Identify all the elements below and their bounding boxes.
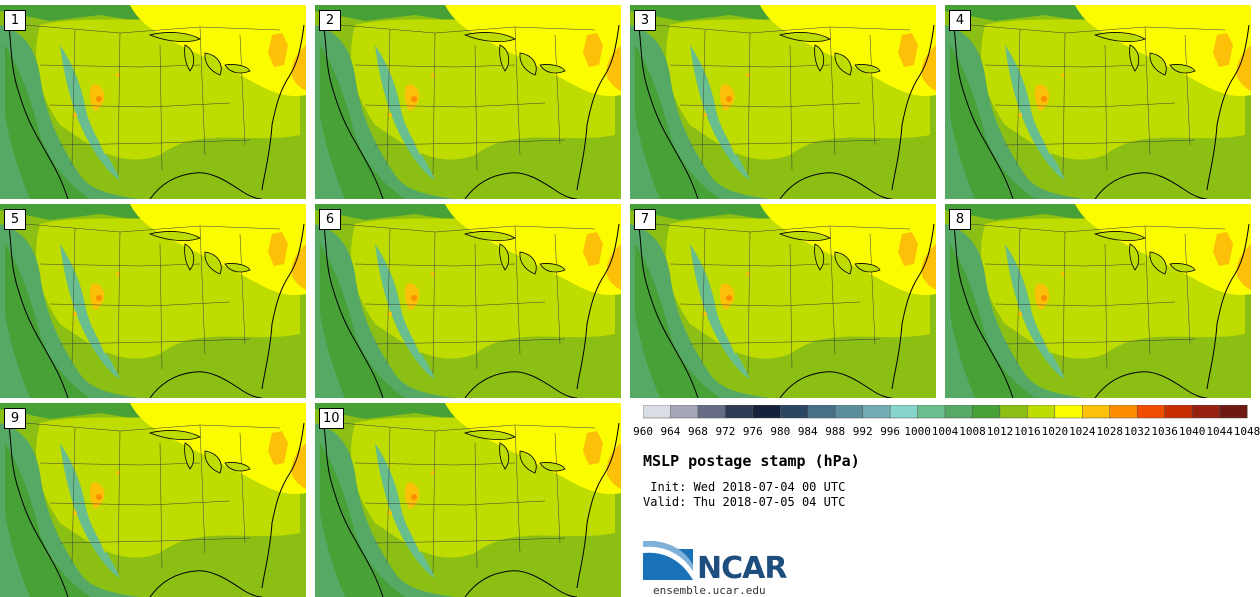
colorbar-segment — [944, 405, 973, 419]
colorbar-tick-label: 1036 — [1151, 425, 1178, 438]
conus-map-icon — [630, 5, 936, 199]
colorbar-tick-label: 1016 — [1014, 425, 1041, 438]
conus-map-icon — [0, 204, 306, 398]
colorbar-tick-label: 976 — [742, 425, 763, 438]
member-panel-9: 9 — [0, 403, 306, 597]
conus-map-icon — [315, 5, 621, 199]
conus-map-icon — [315, 204, 621, 398]
colorbar-segment — [917, 405, 946, 419]
colorbar-segment — [862, 405, 891, 419]
colorbar-tick-label: 984 — [797, 425, 818, 438]
conus-map-icon — [0, 403, 306, 597]
member-label: 6 — [319, 209, 341, 230]
colorbar-tick-label: 996 — [880, 425, 901, 438]
colorbar-tick-label: 1004 — [931, 425, 959, 438]
colorbar-segment — [697, 405, 726, 419]
colorbar-tick-label: 1012 — [986, 425, 1014, 438]
ncar-logo-text: NCAR — [697, 551, 787, 586]
colorbar-tick-label: 960 — [633, 425, 653, 438]
conus-map-icon — [315, 403, 621, 597]
valid-time: Valid: Thu 2018-07-05 04 UTC — [643, 495, 846, 509]
colorbar-segment — [643, 405, 671, 419]
website-link[interactable]: ensemble.ucar.edu — [653, 584, 766, 597]
colorbar-segment — [1082, 405, 1111, 419]
init-time: Init: Wed 2018-07-04 00 UTC — [643, 480, 846, 494]
colorbar-segment — [725, 405, 754, 419]
colorbar-segment — [1136, 405, 1166, 419]
member-label: 4 — [949, 10, 971, 31]
member-label: 2 — [319, 10, 341, 31]
ncar-logo-icon — [643, 541, 693, 580]
colorbar-tick-label: 1048 — [1233, 425, 1260, 438]
member-label: 3 — [634, 10, 656, 31]
colorbar-tick-label: 980 — [770, 425, 791, 438]
colorbar-segment — [1054, 405, 1083, 419]
member-label: 9 — [4, 408, 26, 429]
member-label: 7 — [634, 209, 656, 230]
conus-map-icon — [0, 5, 306, 199]
colorbar-segment — [780, 405, 809, 419]
colorbar-segment — [1164, 405, 1193, 419]
page-title: MSLP postage stamp (hPa) — [643, 452, 860, 470]
colorbar-tick-label: 1024 — [1069, 425, 1096, 438]
colorbar-tick-label: 1008 — [959, 425, 986, 438]
colorbar-segment — [1191, 405, 1221, 419]
member-panel-4: 4 — [945, 5, 1251, 199]
colorbar-segment — [807, 405, 836, 419]
colorbar-segment — [1219, 405, 1248, 419]
colorbar-tick-label: 1044 — [1206, 425, 1233, 438]
colorbar-tick-label: 1040 — [1178, 425, 1206, 438]
member-panel-2: 2 — [315, 5, 621, 199]
member-panel-3: 3 — [630, 5, 936, 199]
member-label: 10 — [319, 408, 344, 429]
colorbar-tick-label: 968 — [688, 425, 708, 438]
colorbar-segment — [1109, 405, 1138, 419]
member-panel-5: 5 — [0, 204, 306, 398]
colorbar-tick-label: 992 — [852, 425, 873, 438]
conus-map-icon — [945, 204, 1251, 398]
colorbar-segment — [834, 405, 864, 419]
colorbar-tick-label: 972 — [715, 425, 736, 438]
member-panel-7: 7 — [630, 204, 936, 398]
colorbar-tick-label: 964 — [660, 425, 681, 438]
colorbar-segment — [1027, 405, 1056, 419]
colorbar-tick-label: 988 — [825, 425, 846, 438]
member-panel-1: 1 — [0, 5, 306, 199]
member-label: 1 — [4, 10, 26, 31]
colorbar-tick-label: 1000 — [904, 425, 931, 438]
colorbar-segment — [999, 405, 1028, 419]
colorbar-tick-label: 1028 — [1096, 425, 1124, 438]
conus-map-icon — [630, 204, 936, 398]
member-panel-8: 8 — [945, 204, 1251, 398]
colorbar-segment — [889, 405, 919, 419]
member-label: 8 — [949, 209, 971, 230]
conus-map-icon — [945, 5, 1251, 199]
colorbar-tick-label: 1032 — [1123, 425, 1151, 438]
colorbar-segment — [752, 405, 781, 419]
colorbar — [643, 405, 1248, 419]
member-panel-6: 6 — [315, 204, 621, 398]
colorbar-segment — [972, 405, 1001, 419]
colorbar-tick-label: 1020 — [1041, 425, 1069, 438]
member-label: 5 — [4, 209, 26, 230]
member-panel-10: 10 — [315, 403, 621, 597]
colorbar-segment — [670, 405, 699, 419]
